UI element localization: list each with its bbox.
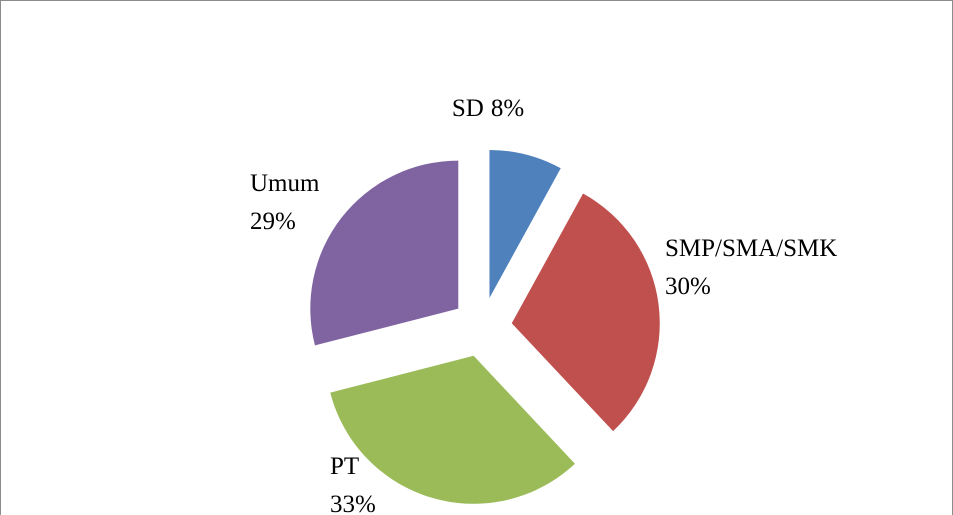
- slice-label: SMP/SMA/SMK 30%: [665, 235, 837, 300]
- category-label: PT: [330, 453, 359, 480]
- category-label: SMP/SMA/SMK: [665, 235, 837, 262]
- category-label: SD: [452, 95, 484, 122]
- value-label: 29%: [250, 208, 296, 235]
- slice-label: SD 8%: [452, 95, 524, 122]
- pie-slice: [489, 149, 561, 298]
- category-label: Umum: [250, 170, 320, 197]
- slice-label: PT 33%: [330, 453, 376, 515]
- slice-label: Umum 29%: [250, 170, 320, 235]
- value-label: 30%: [665, 273, 711, 300]
- value-label: 33%: [330, 491, 376, 515]
- pie-slice: [330, 355, 575, 504]
- pie-slice: [310, 160, 459, 346]
- value-label: 8%: [491, 95, 524, 122]
- pie-slice: [511, 193, 660, 432]
